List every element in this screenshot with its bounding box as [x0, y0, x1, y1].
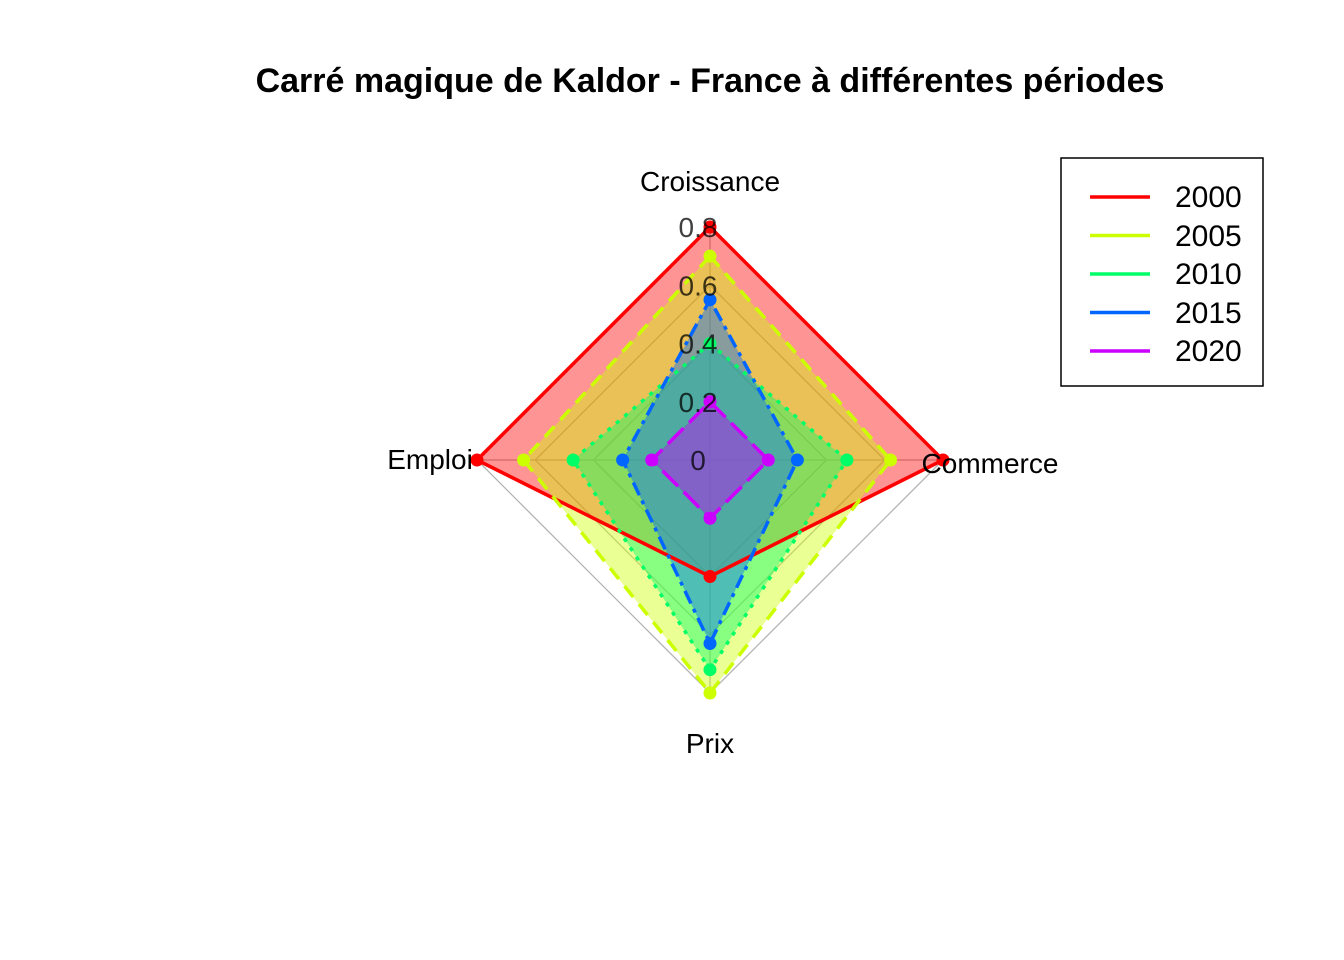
tick-label: 0.8 — [679, 212, 718, 243]
series-area-2005 — [523, 256, 891, 693]
data-point-2010 — [703, 337, 717, 350]
chart-title: Carré magique de Kaldor - France à diffé… — [256, 62, 1165, 100]
data-point-2005 — [703, 249, 717, 263]
data-point-2010 — [840, 453, 854, 467]
data-point-2005 — [517, 453, 531, 467]
data-point-2015 — [703, 293, 717, 307]
series-area-2015 — [622, 299, 798, 644]
data-point-2020 — [761, 453, 775, 467]
data-point-2000 — [703, 220, 717, 234]
data-point-2000 — [703, 570, 717, 583]
tick-label: 0.2 — [679, 387, 718, 418]
data-point-2020 — [645, 453, 659, 467]
data-point-2010 — [703, 663, 717, 677]
data-point-2015 — [703, 636, 717, 650]
data-point-2010 — [566, 453, 580, 467]
legend-label: 2015 — [1175, 297, 1242, 330]
legend-label: 2010 — [1175, 258, 1242, 291]
tick-label: 0.4 — [679, 329, 718, 360]
axis-label-croissance: Croissance — [640, 166, 780, 197]
legend-label: 2000 — [1175, 181, 1242, 214]
data-point-2000 — [470, 453, 484, 467]
axis-label-emploi: Emploi — [387, 444, 473, 475]
axis-label-commerce: Commerce — [922, 448, 1059, 479]
legend-label: 2020 — [1175, 335, 1242, 368]
series-line-2015 — [620, 296, 800, 648]
legend-label: 2005 — [1175, 220, 1242, 253]
data-point-2015 — [790, 453, 804, 467]
data-point-2020 — [703, 395, 717, 409]
tick-label: 0.6 — [679, 270, 718, 301]
series-points — [470, 220, 950, 700]
data-point-2005 — [703, 686, 717, 700]
data-point-2015 — [616, 453, 630, 467]
tick-label: 0 — [690, 445, 706, 476]
axis-label-prix: Prix — [686, 728, 734, 759]
radial-ticks: 0 0.2 0.4 0.6 0.8 — [679, 212, 718, 476]
data-point-2005 — [884, 453, 898, 467]
data-point-2000 — [936, 453, 950, 467]
axis-labels: Croissance Commerce Prix Emploi — [387, 166, 1058, 759]
legend: 2000 2005 2010 2015 2020 — [1060, 157, 1264, 387]
data-point-2020 — [703, 511, 717, 525]
